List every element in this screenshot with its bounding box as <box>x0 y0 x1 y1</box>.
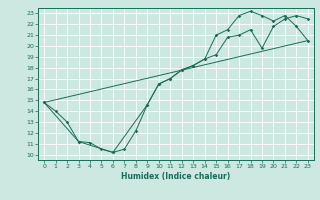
X-axis label: Humidex (Indice chaleur): Humidex (Indice chaleur) <box>121 172 231 181</box>
